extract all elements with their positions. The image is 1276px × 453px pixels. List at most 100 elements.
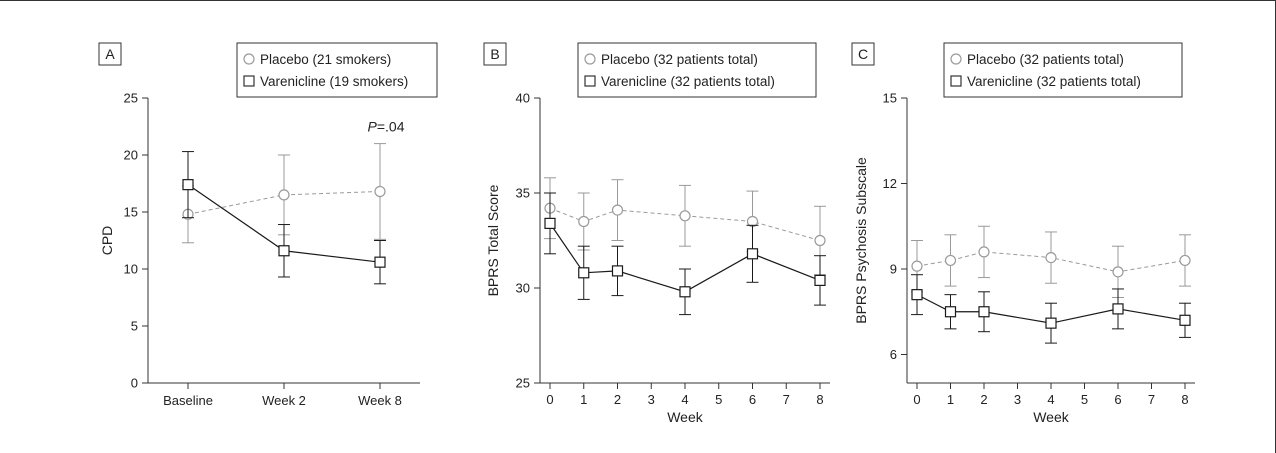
panel-letter: C — [858, 46, 868, 62]
x-tick-label: 1 — [947, 392, 954, 407]
panel-letter-box — [483, 42, 507, 66]
data-point-circle — [814, 234, 826, 247]
data-point-square — [746, 248, 759, 260]
y-axis-title: BPRS Psychosis Subscale — [853, 157, 869, 324]
x-tick-label: 1 — [580, 392, 587, 407]
y-axis-title: BPRS Total Score — [485, 184, 501, 296]
legend: Placebo (32 patients total) Varenicline (… — [943, 42, 1183, 98]
y-tick-label: 30 — [516, 281, 530, 296]
x-tick-label: Baseline — [163, 393, 213, 408]
series-placebo — [911, 225, 1191, 298]
x-tick-label: 7 — [783, 392, 790, 407]
y-tick-label: 9 — [890, 262, 897, 277]
legend-label: Varenicline (32 patients total) — [967, 74, 1141, 89]
x-tick-label: 8 — [816, 392, 823, 407]
legend-label: Placebo (32 patients total) — [967, 52, 1124, 67]
panel-letter: B — [490, 46, 499, 62]
legend-label: Varenicline (32 patients total) — [601, 74, 775, 89]
data-point-circle — [911, 260, 923, 272]
x-tick-label: Week 2 — [262, 393, 306, 408]
data-point-square — [814, 274, 826, 286]
y-axis-title: CPD — [99, 226, 115, 256]
y-tick-label: 20 — [124, 148, 138, 163]
legend-label: Varenicline (19 smokers) — [260, 74, 408, 89]
y-tick-label: 12 — [883, 176, 897, 191]
y-tick-label: 25 — [124, 91, 138, 106]
y-tick-label: 15 — [883, 91, 897, 106]
y-tick-label: 15 — [124, 205, 138, 220]
data-point-circle — [1045, 252, 1057, 264]
x-tick-label: 7 — [1148, 392, 1155, 407]
legend-marker-circle — [584, 53, 596, 65]
data-point-circle — [944, 254, 957, 267]
data-point-circle — [978, 246, 990, 258]
x-tick-label: 5 — [715, 392, 722, 407]
data-point-square — [182, 179, 194, 191]
chart-panel-a: 0 5 10 15 20 25 Baseline Week 2 Week 8 CPD A Placeb… — [98, 42, 438, 408]
series-line — [187, 190, 381, 215]
data-point-square — [578, 267, 590, 279]
x-tick-label: 0 — [913, 392, 920, 407]
x-axis-title: Week — [667, 409, 704, 425]
x-axis-title: Week — [1033, 409, 1070, 425]
y-tick-label: 0 — [131, 376, 138, 391]
series-line — [549, 223, 821, 293]
legend-marker-square — [243, 75, 255, 87]
data-point-square — [1112, 303, 1124, 315]
legend-box — [943, 42, 1183, 98]
legend-label: Placebo (21 smokers) — [260, 52, 391, 67]
chart-panel-b: 25 30 35 40 0 1 2 3 4 5 6 7 8 Week BPRS Total Score B Pl… — [483, 42, 830, 425]
legend-marker-circle — [243, 53, 255, 65]
legend-box — [577, 42, 817, 98]
x-tick-label: 2 — [614, 392, 621, 407]
data-point-circle — [611, 204, 624, 216]
data-point-square — [1045, 317, 1057, 329]
legend-box — [236, 42, 438, 98]
x-tick-label: 6 — [749, 392, 756, 407]
data-point-circle — [578, 215, 590, 228]
data-point-circle — [1179, 254, 1191, 267]
x-tick-label: 4 — [681, 392, 688, 407]
data-point-square — [1179, 314, 1191, 326]
series-line — [549, 207, 821, 241]
data-point-square — [911, 289, 923, 301]
data-point-square — [944, 306, 957, 318]
data-point-square — [679, 286, 691, 298]
data-point-square — [374, 256, 386, 268]
y-tick-label: 35 — [516, 186, 530, 201]
legend-marker-square — [950, 75, 962, 87]
x-tick-label: 2 — [980, 392, 987, 407]
panel-letter-box — [851, 42, 875, 66]
data-point-square — [544, 217, 556, 229]
data-point-square — [278, 245, 290, 257]
x-tick-label: 3 — [1014, 392, 1021, 407]
legend: Placebo (21 smokers) Varenicline (19 smok… — [236, 42, 438, 98]
p-value-letter: P — [368, 119, 378, 135]
legend-marker-square — [584, 75, 596, 87]
y-tick-label: 25 — [516, 376, 530, 391]
data-point-circle — [1112, 266, 1124, 278]
y-tick-label: 6 — [890, 347, 897, 362]
x-tick-label: 5 — [1081, 392, 1088, 407]
series-varenicline — [182, 151, 386, 285]
series-line — [916, 251, 1186, 273]
y-tick-label: 5 — [131, 319, 138, 334]
data-point-square — [978, 306, 990, 318]
legend-label: Placebo (32 patients total) — [601, 52, 758, 67]
data-point-square — [611, 265, 624, 277]
x-tick-label: 8 — [1181, 392, 1188, 407]
x-tick-label: 6 — [1114, 392, 1121, 407]
x-tick-label: 4 — [1047, 392, 1054, 407]
data-point-circle — [374, 185, 386, 198]
series-varenicline — [544, 192, 826, 316]
y-tick-label: 40 — [516, 91, 530, 106]
x-tick-label: 3 — [648, 392, 655, 407]
legend: Placebo (32 patients total) Varenicline (… — [577, 42, 817, 98]
legend-marker-circle — [950, 53, 962, 65]
data-point-circle — [278, 189, 290, 201]
panel-letter-box — [98, 42, 122, 66]
series-varenicline — [911, 274, 1191, 344]
x-tick-label: Week 8 — [358, 393, 402, 408]
